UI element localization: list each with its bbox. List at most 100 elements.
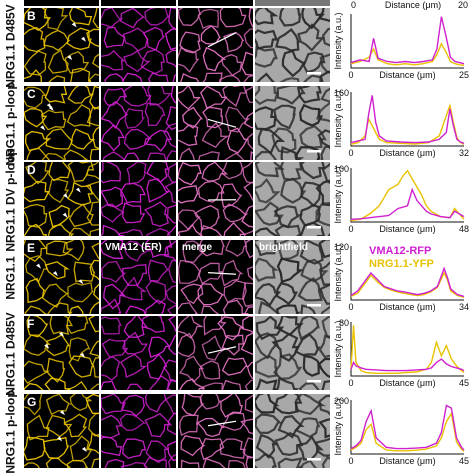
cell-outline bbox=[69, 435, 93, 462]
bf-micrograph bbox=[255, 394, 330, 468]
top-bf-panel bbox=[255, 0, 330, 6]
er-micrograph bbox=[101, 86, 176, 160]
cell-outline bbox=[255, 8, 279, 26]
plot-axes bbox=[350, 246, 464, 301]
cell-outline bbox=[300, 258, 329, 283]
cell-outline bbox=[294, 394, 327, 415]
cell-outline bbox=[24, 223, 48, 236]
cell-outline bbox=[45, 457, 72, 468]
cell-outline bbox=[200, 305, 220, 314]
cell-outline bbox=[244, 394, 253, 413]
cell-outline bbox=[166, 304, 176, 314]
plot-axes bbox=[350, 168, 464, 223]
panel-letter: E bbox=[27, 241, 36, 255]
cell-outline bbox=[43, 8, 69, 31]
cell-outline bbox=[200, 86, 228, 110]
cell-outline bbox=[319, 261, 330, 286]
arrowhead-icon bbox=[67, 55, 73, 61]
series-line-yfp bbox=[350, 411, 465, 452]
cell-outline bbox=[70, 67, 91, 82]
yfp-image-panel: G bbox=[24, 394, 99, 468]
cell-outline bbox=[298, 381, 320, 390]
cell-outline bbox=[104, 73, 124, 82]
cell-outline bbox=[24, 334, 51, 356]
bf-image-panel bbox=[255, 162, 330, 236]
row-label: NRG1.1 p-loop bbox=[0, 390, 22, 473]
cell-outline bbox=[121, 394, 146, 417]
scale-bar bbox=[307, 72, 321, 75]
cell-outline bbox=[141, 316, 166, 333]
cell-outline bbox=[123, 49, 151, 73]
x-tick-zero: 0 bbox=[348, 70, 353, 80]
cell-outline bbox=[299, 124, 327, 149]
arrowhead-icon bbox=[80, 36, 86, 42]
cell-outline bbox=[227, 460, 246, 468]
y-axis-label: Intensity (a.u.) bbox=[333, 12, 343, 69]
cell-outline bbox=[199, 360, 221, 380]
er-image-panel bbox=[101, 316, 176, 390]
top-strip: 0 Distance (μm) 20 bbox=[0, 0, 474, 10]
profile-line bbox=[207, 118, 237, 128]
cell-outline bbox=[255, 240, 278, 257]
cell-outline bbox=[178, 86, 201, 110]
cell-outline bbox=[319, 53, 330, 74]
panel-row-f: NRG1.1 D485V F Intensity (a.u.) 80 0 45 Distan… bbox=[0, 312, 474, 395]
cell-outline bbox=[179, 378, 205, 390]
cell-outline bbox=[225, 106, 251, 133]
cell-outline bbox=[69, 8, 93, 26]
cell-outline bbox=[123, 152, 140, 160]
cell-outline bbox=[242, 282, 253, 307]
row-label: NRG1.1 D485V bbox=[0, 312, 22, 395]
cell-outline bbox=[255, 29, 278, 50]
x-tick-max: 32 bbox=[459, 148, 469, 158]
cell-outline bbox=[198, 151, 220, 160]
cell-outline bbox=[245, 86, 253, 104]
cell-outline bbox=[299, 162, 326, 180]
cell-outline bbox=[101, 203, 125, 223]
cell-outline bbox=[145, 240, 173, 258]
x-tick-max: 45 bbox=[459, 456, 469, 466]
cell-outline bbox=[142, 26, 166, 51]
cell-outline bbox=[321, 455, 330, 468]
y-tick-label: 80 bbox=[339, 318, 349, 328]
series-line-yfp bbox=[350, 169, 465, 222]
cell-outline bbox=[104, 458, 125, 468]
yfp-image-panel: F bbox=[24, 316, 99, 390]
cell-outline bbox=[120, 8, 146, 29]
cell-outline bbox=[166, 378, 176, 390]
cell-outline bbox=[45, 128, 74, 150]
cell-outline bbox=[278, 8, 302, 27]
cell-outline bbox=[242, 437, 253, 459]
cell-outline bbox=[255, 433, 278, 459]
cell-outline bbox=[93, 283, 99, 300]
bf-image-panel: brightfield bbox=[255, 240, 330, 314]
cell-outline bbox=[257, 127, 286, 156]
merge-micrograph bbox=[178, 8, 253, 82]
er-micrograph bbox=[101, 240, 176, 314]
bf-micrograph bbox=[255, 316, 330, 390]
cell-outline bbox=[24, 86, 47, 109]
cell-outline bbox=[63, 413, 88, 438]
panel-letter: D bbox=[27, 163, 36, 177]
cell-outline bbox=[144, 412, 173, 438]
cell-outline bbox=[66, 380, 88, 390]
cell-outline bbox=[318, 394, 330, 416]
cell-outline bbox=[88, 73, 99, 82]
cell-outline bbox=[299, 221, 326, 236]
cell-outline bbox=[315, 437, 330, 457]
cell-outline bbox=[256, 72, 275, 82]
y-tick-label: 100 bbox=[334, 164, 349, 174]
bf-micrograph bbox=[255, 162, 330, 236]
cell-outline bbox=[273, 104, 297, 130]
cell-outline bbox=[44, 261, 70, 280]
arrowhead-icon bbox=[40, 125, 46, 131]
cell-outline bbox=[167, 441, 176, 462]
cell-outline bbox=[146, 162, 169, 183]
cell-outline bbox=[144, 299, 166, 314]
cell-outline bbox=[73, 261, 96, 283]
cell-outline bbox=[315, 201, 330, 227]
panel-row-g: NRG1.1 p-loop G Intensity (a.u.) 200 0 45 Dist… bbox=[0, 390, 474, 473]
cell-outline bbox=[255, 452, 277, 468]
arrowhead-icon bbox=[46, 103, 52, 109]
